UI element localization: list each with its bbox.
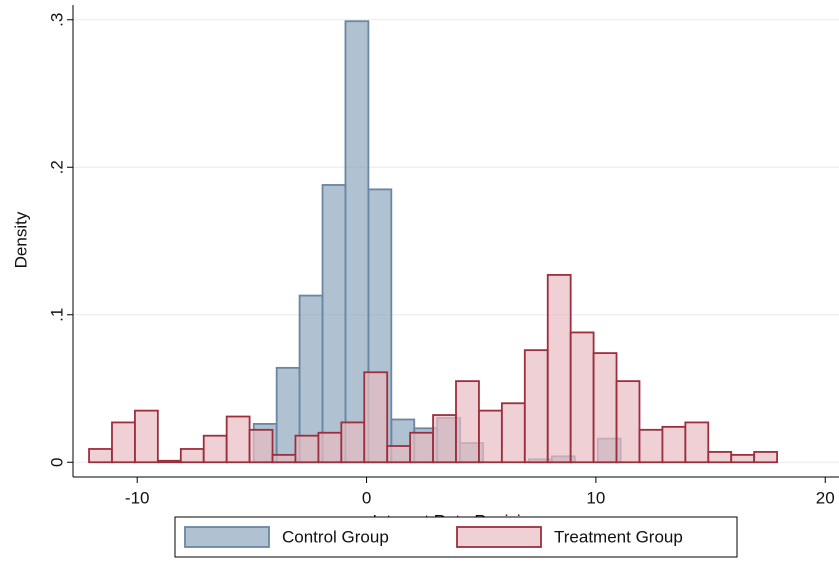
x-tick-label: 10 (586, 488, 605, 507)
bar (409, 431, 434, 464)
legend-label: Treatment Group (554, 527, 683, 546)
y-tick-label: 0 (47, 458, 66, 467)
bar (455, 380, 480, 464)
bar (546, 274, 572, 464)
legend-swatch (456, 526, 542, 548)
bar (707, 451, 733, 464)
legend-swatch (184, 526, 270, 548)
x-tick-label: -10 (125, 488, 150, 507)
bar (615, 380, 641, 464)
bar (432, 414, 457, 464)
y-tick-label: .3 (47, 13, 66, 27)
bar (225, 415, 251, 464)
bar (363, 371, 389, 464)
legend-label: Control Group (282, 527, 389, 546)
bar (638, 428, 664, 464)
bar (271, 453, 297, 464)
bar (523, 349, 549, 464)
x-tick-label: 20 (816, 488, 835, 507)
bar (684, 421, 710, 464)
bar (753, 451, 778, 464)
bar (321, 184, 347, 464)
bar (317, 431, 343, 464)
bar (88, 448, 113, 464)
bar (730, 453, 756, 464)
bar (156, 459, 182, 464)
bar (500, 402, 526, 464)
bar (248, 428, 274, 464)
y-tick-label: .1 (47, 308, 66, 322)
y-tick-label: .2 (47, 160, 66, 174)
bar (592, 352, 618, 464)
bar (179, 448, 205, 464)
bar (569, 331, 595, 464)
bar (294, 434, 320, 464)
bar (202, 434, 228, 464)
y-axis-label: Density (11, 211, 30, 268)
bar (386, 445, 412, 464)
bar (340, 421, 366, 464)
x-tick-label: 0 (362, 488, 371, 507)
bar (478, 409, 503, 464)
bar (111, 421, 136, 464)
bar (134, 409, 159, 464)
bar (661, 425, 687, 464)
